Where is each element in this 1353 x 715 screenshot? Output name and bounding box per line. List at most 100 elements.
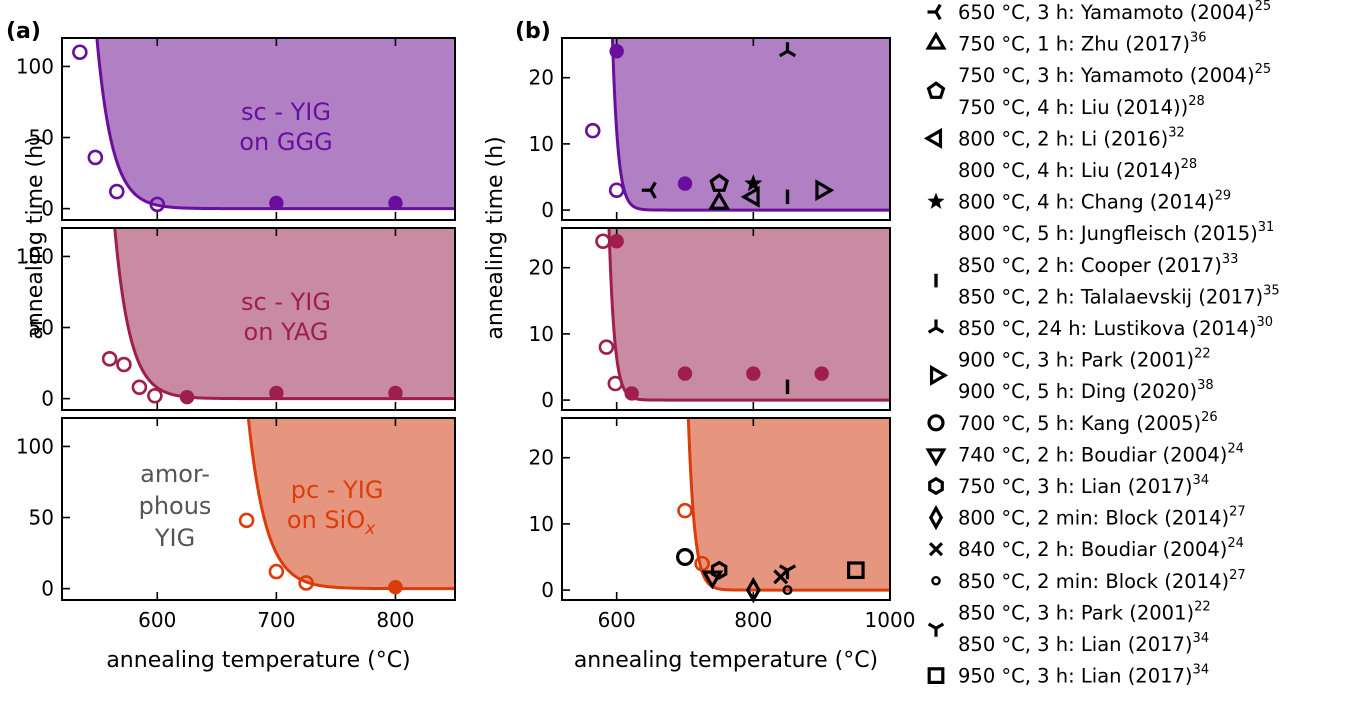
phase-region (612, 38, 890, 211)
y-tick-label: 0 (541, 198, 554, 222)
axes-frame (561, 417, 891, 601)
y-tick-label: 20 (529, 256, 554, 280)
y-tick-label: 50 (29, 316, 54, 340)
region-annotation: sc - YIG (241, 288, 331, 316)
y-tick-label: 20 (529, 446, 554, 470)
legend-entry: 850 °C, 3 h: Park (2001)22 (958, 599, 1211, 624)
x-axis-label: annealing temperature (°C) (106, 648, 410, 673)
legend-entry: 840 °C, 2 h: Boudiar (2004)24 (958, 536, 1244, 561)
literature-point-triangle-up (708, 190, 731, 210)
y-tick-label: 10 (529, 132, 554, 156)
data-point (388, 195, 403, 211)
literature-point-tri-up (778, 42, 797, 58)
panel-a-sio: 0 50 100 600 700 800 annealing temperature (°C… (16, 417, 456, 673)
threshold-fit-line (610, 38, 890, 212)
legend-marker-tri-up (927, 319, 945, 334)
legend-marker-pentagon (926, 81, 946, 99)
y-tick-label: 20 (529, 66, 554, 90)
legend-marker-dot (931, 576, 941, 586)
literature-point-tri-down (778, 564, 797, 580)
threshold-fit-line (246, 418, 455, 591)
legend: 650 °C, 3 h: Yamamoto (2004)25 750 °C, 1 … (923, 0, 1280, 688)
data-point (609, 44, 624, 59)
y-tick-label: 100 (16, 244, 54, 268)
literature-point-square (847, 561, 865, 580)
legend-marker-circle (927, 414, 945, 432)
y-tick-label: 50 (29, 126, 54, 150)
x-tick-label: 700 (257, 608, 295, 632)
legend-entry: 800 °C, 5 h: Jungfleisch (2015)31 (958, 220, 1274, 245)
data-point (388, 385, 403, 401)
axes-frame (61, 417, 456, 601)
legend-entry: 740 °C, 2 h: Boudiar (2004)24 (958, 441, 1244, 466)
y-tick-label: 10 (529, 322, 554, 346)
panel-b-label: (b) (515, 19, 551, 44)
data-point (388, 580, 403, 595)
data-point (269, 195, 284, 211)
legend-marker-triangle-right (929, 364, 949, 386)
literature-point-circle (676, 548, 694, 566)
amorphous-annotation: YIG (154, 524, 195, 552)
legend-entry: 850 °C, 3 h: Lian (2017)34 (958, 631, 1209, 656)
legend-marker-diamond (928, 504, 944, 531)
region-annotation: sc - YIG (241, 98, 331, 126)
y-tick-label: 0 (41, 387, 54, 411)
legend-entry: 650 °C, 3 h: Yamamoto (2004)25 (958, 0, 1271, 24)
y-axis-label-b: annealing time (h) (483, 136, 508, 339)
data-point (598, 339, 615, 355)
legend-marker-tri-left (927, 3, 942, 21)
legend-entry: 800 °C, 4 h: Liu (2014)28 (958, 157, 1197, 182)
data-point (269, 385, 284, 401)
panel-b-sio: 0 10 20 600 800 1000 annealing temperature (°C… (529, 417, 916, 673)
x-tick-label: 1000 (865, 608, 916, 632)
data-point (746, 366, 761, 381)
legend-entry: 700 °C, 5 h: Kang (2005)26 (958, 410, 1218, 435)
panel-b-yag: 0 10 20 (529, 227, 891, 412)
data-point (624, 386, 639, 401)
legend-entry: 900 °C, 3 h: Park (2001)22 (958, 347, 1211, 372)
legend-entry: 850 °C, 2 h: Cooper (2017)33 (958, 252, 1238, 277)
region-annotation: pc - YIG (291, 476, 384, 504)
region-annotation: on GGG (239, 128, 332, 156)
data-point (268, 563, 285, 580)
literature-point-tri-left (641, 181, 657, 199)
data-point (607, 375, 624, 392)
axes-frame (561, 227, 891, 411)
legend-marker-triangle-up (925, 31, 947, 50)
literature-point-triangle-right (815, 179, 835, 202)
legend-entry: 800 °C, 2 h: Li (2016)32 (958, 125, 1185, 150)
legend-entry: 950 °C, 3 h: Lian (2017)34 (958, 663, 1209, 688)
legend-marker-star (927, 192, 945, 209)
data-point (101, 351, 118, 367)
literature-point-hexagon (710, 560, 728, 580)
data-point (694, 555, 710, 572)
y-tick-label: 0 (41, 197, 54, 221)
x-axis-label: annealing temperature (°C) (574, 648, 878, 673)
literature-point-x (773, 569, 789, 585)
amorphous-annotation: amor- (140, 460, 210, 488)
literature-point-star (744, 174, 763, 192)
literature-point-dot (782, 585, 793, 596)
legend-entry: 750 °C, 1 h: Zhu (2017)36 (958, 31, 1207, 56)
data-point (609, 234, 624, 249)
phase-region (609, 228, 890, 401)
data-point (149, 196, 166, 213)
legend-marker-triangle-left (923, 127, 943, 149)
data-point (87, 149, 104, 166)
legend-entry: 750 °C, 4 h: Liu (2014))28 (958, 94, 1205, 119)
y-tick-label: 0 (41, 577, 54, 601)
data-point (131, 379, 148, 396)
threshold-fit-line (607, 228, 890, 402)
legend-entry: 900 °C, 5 h: Ding (2020)38 (958, 378, 1214, 403)
axes-frame (61, 227, 456, 411)
y-tick-label: 100 (16, 54, 54, 78)
legend-marker-tri-down (927, 622, 945, 637)
axes-frame (561, 37, 891, 221)
y-tick-label: 0 (541, 388, 554, 412)
literature-point-pentagon (709, 173, 729, 192)
y-tick-label: 10 (529, 512, 554, 536)
